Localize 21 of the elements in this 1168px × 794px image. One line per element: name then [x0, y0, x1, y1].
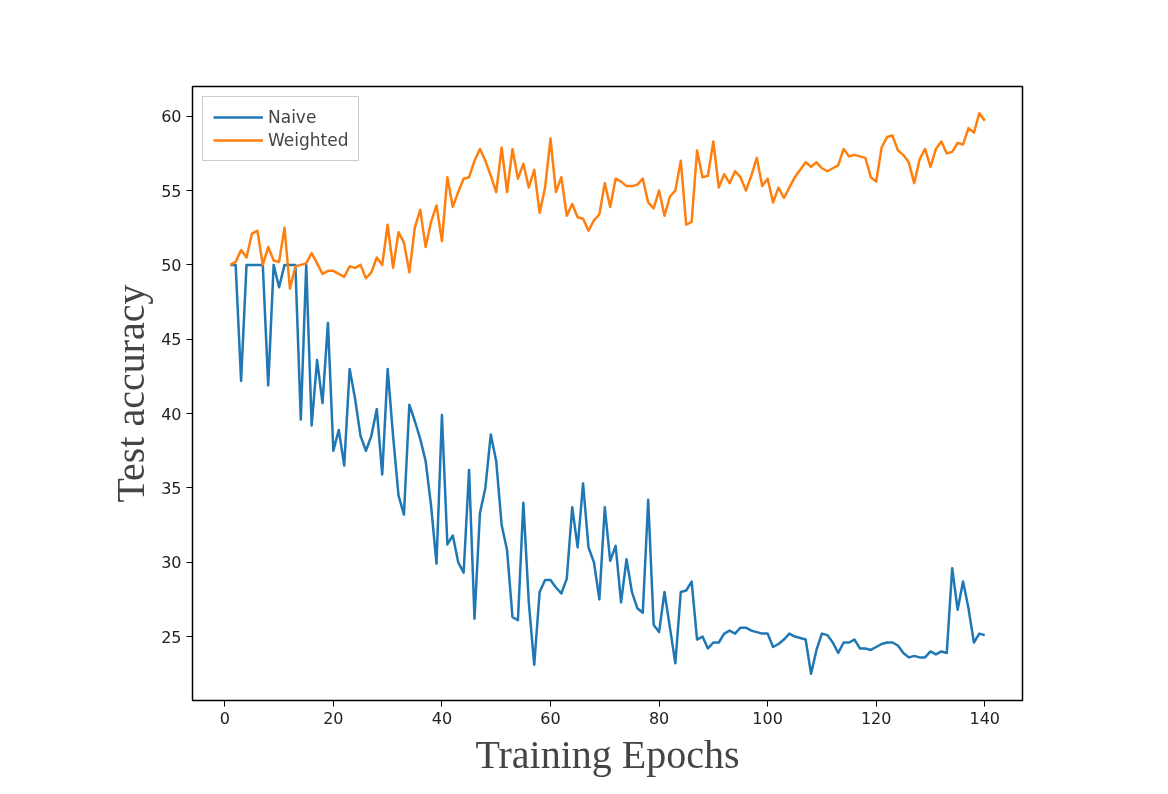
x-tick-label: 120	[860, 708, 892, 728]
y-tick-label: 55	[161, 181, 182, 201]
x-tick-label: 80	[648, 708, 670, 728]
x-axis-title: Training Epochs	[475, 731, 740, 777]
y-tick-label: 45	[161, 330, 182, 350]
line-series	[228, 263, 987, 675]
x-tick-label: 140	[969, 708, 1001, 728]
y-axis-title: Test accuracy	[108, 284, 154, 503]
x-tick-label: 100	[752, 708, 783, 728]
x-tick-label: 20	[323, 708, 344, 728]
x-tick-label: 40	[431, 708, 453, 728]
legend-label: Naive	[268, 107, 317, 127]
x-tick-label: 60	[540, 708, 561, 728]
y-tick-label: 25	[161, 627, 182, 647]
y-tick-label: 35	[161, 478, 182, 498]
y-tick-label: 50	[161, 255, 182, 275]
y-tick-label: 60	[161, 107, 182, 127]
y-tick-label: 30	[161, 553, 182, 573]
y-tick-label: 40	[161, 404, 182, 424]
x-tick-label: 0	[219, 708, 230, 728]
legend-label: Weighted	[268, 130, 349, 150]
